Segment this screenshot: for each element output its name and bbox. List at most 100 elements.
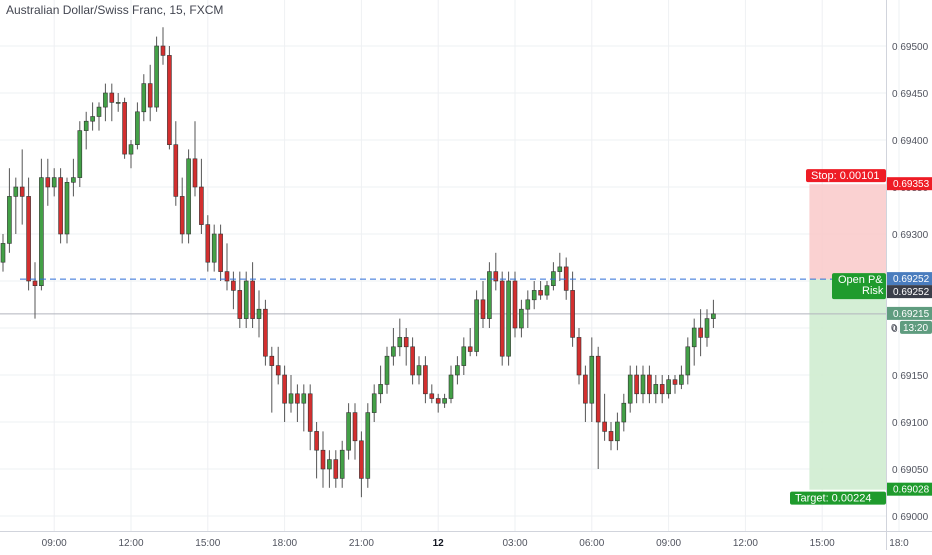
candle-down[interactable] bbox=[173, 144, 179, 197]
candle-up[interactable] bbox=[384, 355, 390, 385]
candle-down[interactable] bbox=[199, 186, 204, 225]
candle-down[interactable] bbox=[333, 459, 339, 479]
candle-up[interactable] bbox=[391, 346, 396, 357]
candle-down[interactable] bbox=[192, 158, 198, 188]
candle-up[interactable] bbox=[71, 177, 76, 183]
candle-up[interactable] bbox=[39, 177, 44, 287]
candle-down[interactable] bbox=[275, 365, 281, 376]
candle-down[interactable] bbox=[480, 299, 486, 319]
candle-down[interactable] bbox=[435, 398, 441, 404]
candle-up[interactable] bbox=[442, 398, 447, 404]
candle-up[interactable] bbox=[416, 365, 422, 376]
candle-up[interactable] bbox=[666, 379, 671, 395]
candle-down[interactable] bbox=[179, 196, 185, 235]
candle-down[interactable] bbox=[647, 374, 652, 395]
candle-down[interactable] bbox=[314, 431, 319, 451]
candle-up[interactable] bbox=[704, 318, 710, 338]
candle-down[interactable] bbox=[307, 393, 313, 432]
candle-up[interactable] bbox=[378, 384, 383, 395]
candle-up[interactable] bbox=[211, 233, 217, 263]
candle-down[interactable] bbox=[659, 384, 665, 395]
candle-down[interactable] bbox=[19, 186, 25, 197]
candle-up[interactable] bbox=[448, 374, 454, 399]
candle-up[interactable] bbox=[506, 280, 511, 357]
candle-down[interactable] bbox=[493, 271, 499, 282]
candle-down[interactable] bbox=[608, 431, 614, 442]
candle-down[interactable] bbox=[570, 290, 575, 338]
candle-up[interactable] bbox=[519, 308, 524, 329]
candle-down[interactable] bbox=[231, 280, 236, 291]
candle-up[interactable] bbox=[455, 365, 460, 376]
candle-down[interactable] bbox=[122, 102, 127, 155]
candle-down[interactable] bbox=[499, 280, 505, 357]
candle-up[interactable] bbox=[525, 299, 531, 310]
candle-down[interactable] bbox=[295, 393, 300, 404]
candle-up[interactable] bbox=[83, 120, 89, 131]
candle-up[interactable] bbox=[301, 393, 307, 404]
candle-up[interactable] bbox=[51, 177, 57, 188]
candle-up[interactable] bbox=[461, 346, 467, 366]
candle-up[interactable] bbox=[128, 144, 134, 155]
candle-down[interactable] bbox=[109, 92, 115, 103]
candle-up[interactable] bbox=[77, 130, 83, 178]
candle-up[interactable] bbox=[711, 313, 716, 319]
candle-up[interactable] bbox=[256, 308, 262, 319]
candle-up[interactable] bbox=[13, 186, 19, 197]
candle-up[interactable] bbox=[339, 449, 345, 479]
candle-down[interactable] bbox=[512, 280, 518, 329]
candle-down[interactable] bbox=[429, 393, 435, 399]
candle-up[interactable] bbox=[365, 412, 371, 479]
candle-down[interactable] bbox=[423, 365, 428, 395]
candle-down[interactable] bbox=[410, 346, 415, 376]
candle-down[interactable] bbox=[359, 440, 364, 479]
candle-up[interactable] bbox=[346, 412, 351, 451]
candle-down[interactable] bbox=[250, 280, 255, 319]
candle-up[interactable] bbox=[544, 285, 550, 296]
candle-up[interactable] bbox=[615, 421, 620, 442]
candle-down[interactable] bbox=[602, 421, 607, 432]
candle-up[interactable] bbox=[371, 393, 377, 413]
candle-down[interactable] bbox=[352, 412, 358, 442]
candle-up[interactable] bbox=[141, 83, 147, 113]
candle-down[interactable] bbox=[634, 374, 639, 395]
candle-down[interactable] bbox=[218, 233, 223, 272]
candle-up[interactable] bbox=[531, 290, 537, 301]
candle-up[interactable] bbox=[96, 106, 102, 117]
candle-down[interactable] bbox=[282, 374, 287, 404]
candle-up[interactable] bbox=[243, 280, 249, 319]
candle-up[interactable] bbox=[691, 327, 697, 348]
candle-up[interactable] bbox=[474, 299, 479, 352]
candle-up[interactable] bbox=[0, 243, 6, 263]
candle-down[interactable] bbox=[205, 224, 211, 263]
candle-down[interactable] bbox=[595, 355, 601, 423]
candle-up[interactable] bbox=[487, 271, 492, 319]
candle-up[interactable] bbox=[397, 337, 403, 348]
candle-up[interactable] bbox=[653, 384, 659, 395]
candle-down[interactable] bbox=[237, 290, 243, 319]
candle-up[interactable] bbox=[627, 374, 633, 404]
candle-down[interactable] bbox=[698, 327, 703, 338]
candle-down[interactable] bbox=[45, 177, 51, 188]
candle-up[interactable] bbox=[640, 374, 646, 395]
candle-up[interactable] bbox=[679, 374, 684, 385]
candle-down[interactable] bbox=[147, 83, 153, 108]
candle-up[interactable] bbox=[64, 182, 70, 235]
candle-up[interactable] bbox=[685, 346, 691, 376]
candle-down[interactable] bbox=[538, 290, 543, 296]
candle-down[interactable] bbox=[320, 449, 326, 470]
candle-up[interactable] bbox=[621, 402, 627, 423]
candle-down[interactable] bbox=[160, 45, 166, 56]
stop-loss-zone[interactable] bbox=[809, 184, 886, 280]
candle-up[interactable] bbox=[7, 196, 12, 244]
candle-up[interactable] bbox=[186, 158, 191, 235]
candle-down[interactable] bbox=[58, 177, 63, 235]
candle-down[interactable] bbox=[672, 379, 678, 385]
candle-up[interactable] bbox=[135, 111, 140, 146]
candle-up[interactable] bbox=[589, 355, 595, 404]
candle-down[interactable] bbox=[224, 271, 230, 282]
candle-down[interactable] bbox=[167, 55, 172, 146]
candle-up[interactable] bbox=[557, 266, 563, 272]
candle-up[interactable] bbox=[115, 102, 121, 104]
